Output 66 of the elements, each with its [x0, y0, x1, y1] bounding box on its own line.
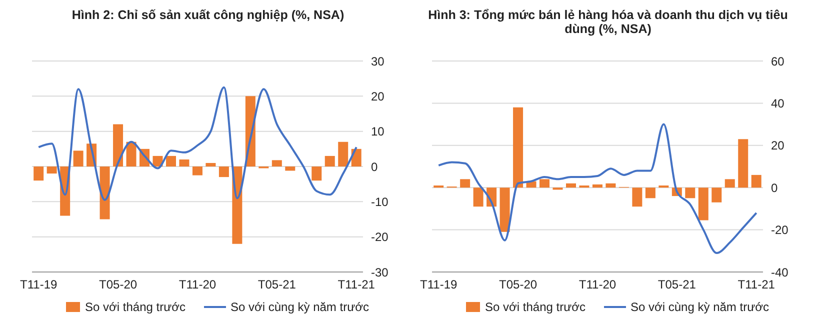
bar — [540, 179, 550, 188]
bar — [500, 188, 510, 232]
y-tick-label: -10 — [371, 194, 389, 209]
bar — [632, 188, 642, 207]
chart-title: Hình 3: Tổng mức bán lẻ hàng hóa và doanh thu dịch vụ tiêu dùng (%, NSA) — [428, 8, 788, 36]
bar — [566, 183, 576, 188]
bar — [751, 174, 762, 188]
bar — [338, 142, 348, 166]
bar — [473, 188, 484, 207]
y-tick-label: -20 — [371, 230, 389, 244]
bar — [192, 166, 202, 176]
legend-label: So với tháng trước — [485, 300, 586, 314]
line-series — [438, 123, 758, 254]
y-tick-label: -40 — [771, 265, 789, 280]
legend-label: So với tháng trước — [85, 300, 186, 314]
bar — [73, 150, 84, 166]
bar — [724, 179, 735, 188]
bar — [285, 166, 296, 171]
bar — [324, 156, 335, 166]
bar — [218, 166, 229, 178]
legend-label: So với cùng kỳ năm trước — [630, 300, 769, 314]
bar — [113, 124, 124, 166]
bar — [100, 166, 110, 220]
x-tick-label: T11-20 — [578, 278, 616, 292]
bar — [179, 159, 190, 166]
bar — [513, 107, 524, 188]
bar — [434, 185, 444, 188]
y-tick-label: -20 — [771, 223, 789, 238]
x-tick-label: T05-21 — [258, 278, 296, 292]
line-series — [38, 86, 358, 201]
bar — [698, 188, 708, 220]
bar — [312, 166, 322, 181]
bar — [34, 166, 44, 181]
bar — [46, 166, 57, 174]
bar — [460, 179, 470, 188]
y-tick-label: 40 — [771, 96, 785, 110]
x-tick-label: T11-20 — [178, 278, 216, 292]
legend-label: So với cùng kỳ năm trước — [230, 300, 369, 314]
bar — [645, 188, 656, 198]
x-tick-label: T11-19 — [420, 278, 458, 292]
x-tick-label: T11-19 — [20, 278, 58, 292]
y-tick-label: 30 — [371, 54, 385, 68]
x-tick-label: T05-20 — [99, 278, 138, 292]
bar — [738, 139, 748, 188]
bar — [606, 183, 616, 188]
y-tick-label: 0 — [371, 160, 378, 174]
bar — [712, 188, 722, 202]
bar — [592, 184, 602, 188]
y-tick-label: 60 — [771, 54, 785, 68]
bar — [166, 156, 176, 166]
x-tick-label: T11-21 — [738, 278, 776, 292]
bar — [272, 160, 282, 166]
bar — [126, 142, 136, 166]
y-tick-label: -30 — [371, 265, 389, 280]
y-tick-label: 10 — [371, 124, 385, 139]
x-tick-label: T05-20 — [499, 278, 538, 292]
x-tick-label: T11-21 — [338, 278, 376, 292]
x-tick-label: T05-21 — [658, 278, 696, 292]
y-tick-label: 0 — [771, 180, 778, 195]
y-tick-label: 20 — [371, 89, 385, 104]
bar — [579, 185, 590, 188]
bar — [685, 188, 696, 198]
y-tick-label: 20 — [771, 138, 785, 153]
bar — [206, 162, 216, 166]
bar — [658, 185, 669, 188]
chart-title: Hình 2: Chỉ số sản xuất công nghiệp (%, NSA) — [72, 8, 344, 22]
